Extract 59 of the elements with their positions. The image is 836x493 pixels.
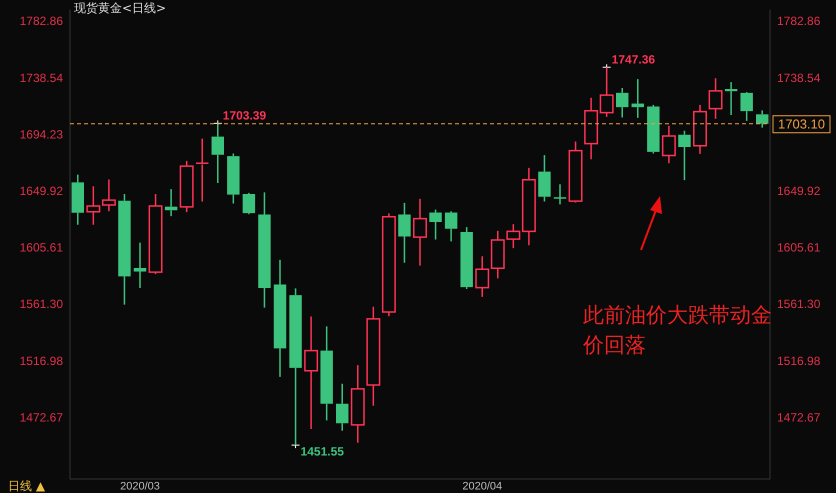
annotation: 此前油价大跌带动金价回落 — [583, 302, 773, 359]
x-tick-label: 2020/04 — [462, 480, 502, 493]
x-tick-label: 2020/03 — [120, 480, 160, 493]
candlestick — [72, 174, 84, 226]
candlestick — [740, 91, 753, 122]
chart-title: 现货黄金<日线> — [74, 0, 166, 17]
candlestick — [180, 160, 194, 213]
candlestick — [724, 81, 738, 116]
y2-tick-label: 1649.92 — [777, 184, 821, 198]
candlestick — [274, 259, 286, 378]
candlestick — [350, 364, 365, 444]
candlestick — [475, 255, 490, 298]
candlestick — [460, 226, 473, 290]
y-tick-label: 1561.30 — [20, 297, 64, 312]
candlestick — [708, 78, 723, 120]
y2-tick-label: 1605.61 — [777, 240, 821, 255]
candlestick — [616, 87, 628, 118]
candlestick — [258, 192, 271, 308]
candlestick — [429, 208, 442, 240]
y-tick-label: 1516.98 — [20, 354, 64, 368]
candlestick — [647, 104, 660, 154]
candlestick — [148, 193, 163, 275]
candlestick — [398, 202, 411, 264]
candlestick — [632, 78, 644, 119]
candlestick — [678, 130, 691, 181]
candlestick — [662, 125, 676, 164]
candlestick — [164, 188, 178, 217]
candlestick — [444, 210, 458, 242]
candlestick — [242, 192, 256, 215]
y-tick-label: 1605.61 — [20, 240, 64, 255]
candlestick — [366, 306, 380, 407]
candlestick — [227, 152, 240, 204]
annotation: 1451.55 — [300, 444, 344, 458]
y-tick-label: 1738.54 — [20, 70, 64, 85]
candlestick — [538, 154, 551, 202]
annotation: 1747.36 — [612, 52, 656, 67]
candlestick — [320, 326, 333, 422]
candlestick — [413, 198, 427, 266]
y-tick-label: 1694.23 — [20, 127, 64, 142]
candlestick — [195, 138, 210, 202]
candlestick — [553, 184, 567, 206]
candlestick — [118, 193, 131, 306]
candlestick — [304, 316, 318, 430]
candlestick — [336, 382, 348, 432]
y2-tick-label: 1516.98 — [777, 354, 821, 368]
y2-tick-label: 1472.67 — [777, 410, 821, 424]
ref-line-label: 1703.10 — [778, 116, 825, 132]
y2-tick-label: 1782.86 — [777, 14, 821, 28]
candlestick — [756, 110, 768, 128]
candlestick — [568, 140, 583, 204]
y-tick-label: 1782.86 — [20, 14, 64, 28]
candlestick — [693, 104, 707, 155]
text: 日线 ▲ — [8, 478, 46, 493]
y-tick-label: 1472.67 — [20, 410, 64, 424]
y2-tick-label: 1561.30 — [777, 297, 821, 312]
candlestick — [134, 242, 146, 289]
y2-tick-label: 1738.54 — [777, 70, 821, 85]
annotation: 1703.39 — [222, 108, 266, 123]
y-tick-label: 1649.92 — [20, 184, 64, 198]
